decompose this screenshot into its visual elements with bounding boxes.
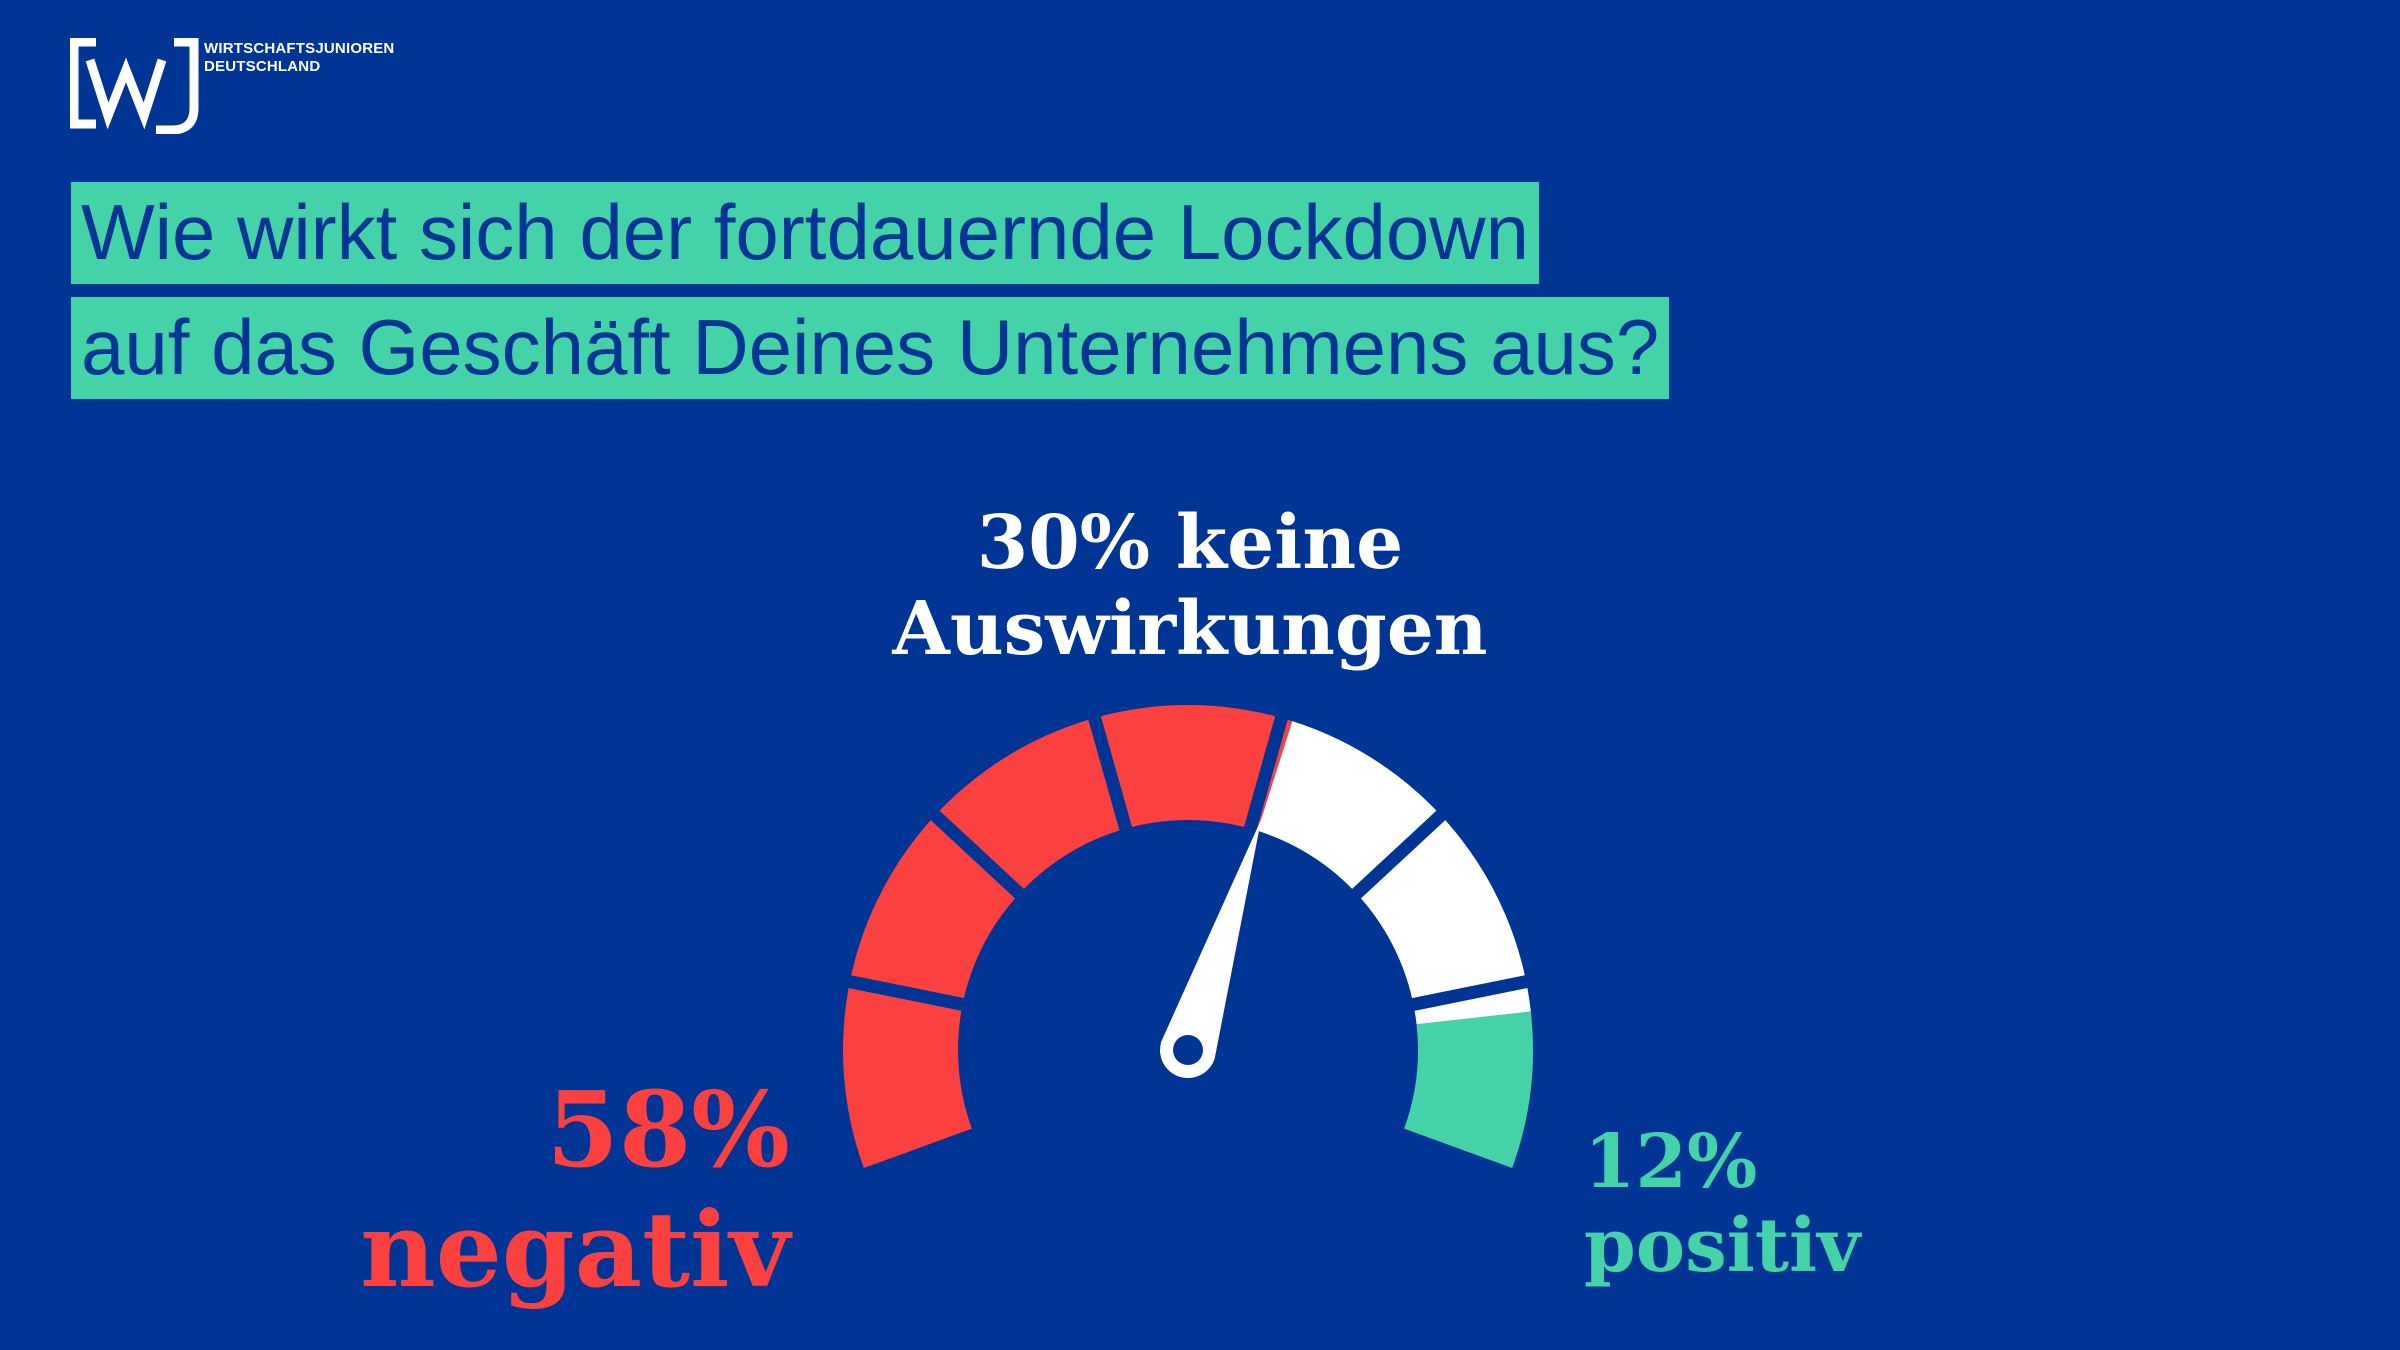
gauge-gap-6: [1406, 974, 1534, 1012]
gauge-segment-keine-auswirkungen: [1257, 721, 1531, 1025]
question-line-1: Wie wirkt sich der fortdauernde Lockdown: [71, 182, 1539, 284]
gauge-segment-negativ: [843, 704, 1293, 1168]
wj-logo-mark: [70, 38, 199, 134]
gauge-needle: [1159, 819, 1262, 1079]
negative-label: 58% negativ: [360, 1070, 790, 1310]
logo-wordmark: WIRTSCHAFTSJUNIOREN DEUTSCHLAND: [204, 40, 394, 76]
neutral-label: 30% keine Auswirkungen: [800, 500, 1580, 672]
negative-percent-label: 58%: [546, 1068, 790, 1191]
neutral-percent-label: 30% keine: [976, 500, 1404, 586]
gauge-gap-1: [842, 974, 970, 1012]
gauge-gap-3: [1086, 710, 1134, 837]
positive-percent-label: 12%: [1584, 1119, 1758, 1205]
negative-text-label: negativ: [360, 1188, 790, 1311]
gauge-hub: [1173, 1035, 1203, 1065]
neutral-text-label: Auswirkungen: [892, 586, 1488, 672]
positive-label: 12% positiv: [1584, 1120, 1860, 1288]
logo-text-line1: WIRTSCHAFTSJUNIOREN: [204, 40, 395, 57]
gauge-gap-2: [926, 806, 1029, 903]
gauge-segment-positiv: [1404, 1011, 1534, 1168]
logo-text-line2: DEUTSCHLAND: [204, 58, 321, 75]
gauge-gap-5: [1347, 806, 1450, 903]
question-line-2: auf das Geschäft Deines Unternehmens aus…: [71, 297, 1670, 399]
positive-text-label: positiv: [1584, 1203, 1861, 1289]
gauge-gap-4: [1242, 710, 1290, 837]
